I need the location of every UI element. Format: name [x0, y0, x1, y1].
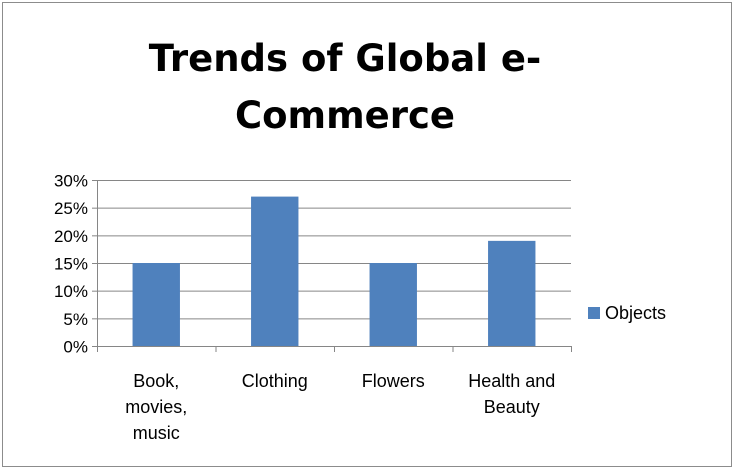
x-category-label: Flowers — [362, 371, 425, 391]
x-category-label: Health and Beauty — [468, 371, 555, 417]
chart-title-line-1: Trends of Global e- — [148, 37, 542, 80]
chart-title: Trends of Global e- Commerce — [110, 30, 580, 144]
x-category-label-line: movies, — [125, 397, 187, 417]
y-tick-label: 10% — [54, 282, 88, 301]
x-category-label-line: music — [133, 423, 180, 443]
chart-frame — [2, 2, 732, 467]
y-tick-label: 5% — [63, 310, 88, 329]
bar-4 — [488, 240, 536, 346]
chart-title-line-2: Commerce — [234, 94, 456, 137]
bar-1 — [132, 263, 180, 346]
bar-2 — [251, 196, 299, 346]
y-tick-label: 0% — [63, 338, 88, 357]
y-tick-label: 15% — [54, 255, 88, 274]
x-category-label-line: Flowers — [362, 371, 425, 391]
x-category-label: Clothing — [242, 371, 308, 391]
x-category-label-line: Beauty — [484, 397, 540, 417]
legend-label: Objects — [605, 303, 666, 323]
y-tick-label: 20% — [54, 227, 88, 246]
y-tick-label: 30% — [54, 172, 88, 191]
y-tick-label: 25% — [54, 199, 88, 218]
x-category-label-line: Book, — [133, 371, 179, 391]
x-category-label-line: Health and — [468, 371, 555, 391]
x-category-label: Book, movies, music — [125, 371, 187, 443]
legend-swatch — [588, 307, 600, 319]
bar-3 — [369, 263, 417, 346]
x-category-label-line: Clothing — [242, 371, 308, 391]
